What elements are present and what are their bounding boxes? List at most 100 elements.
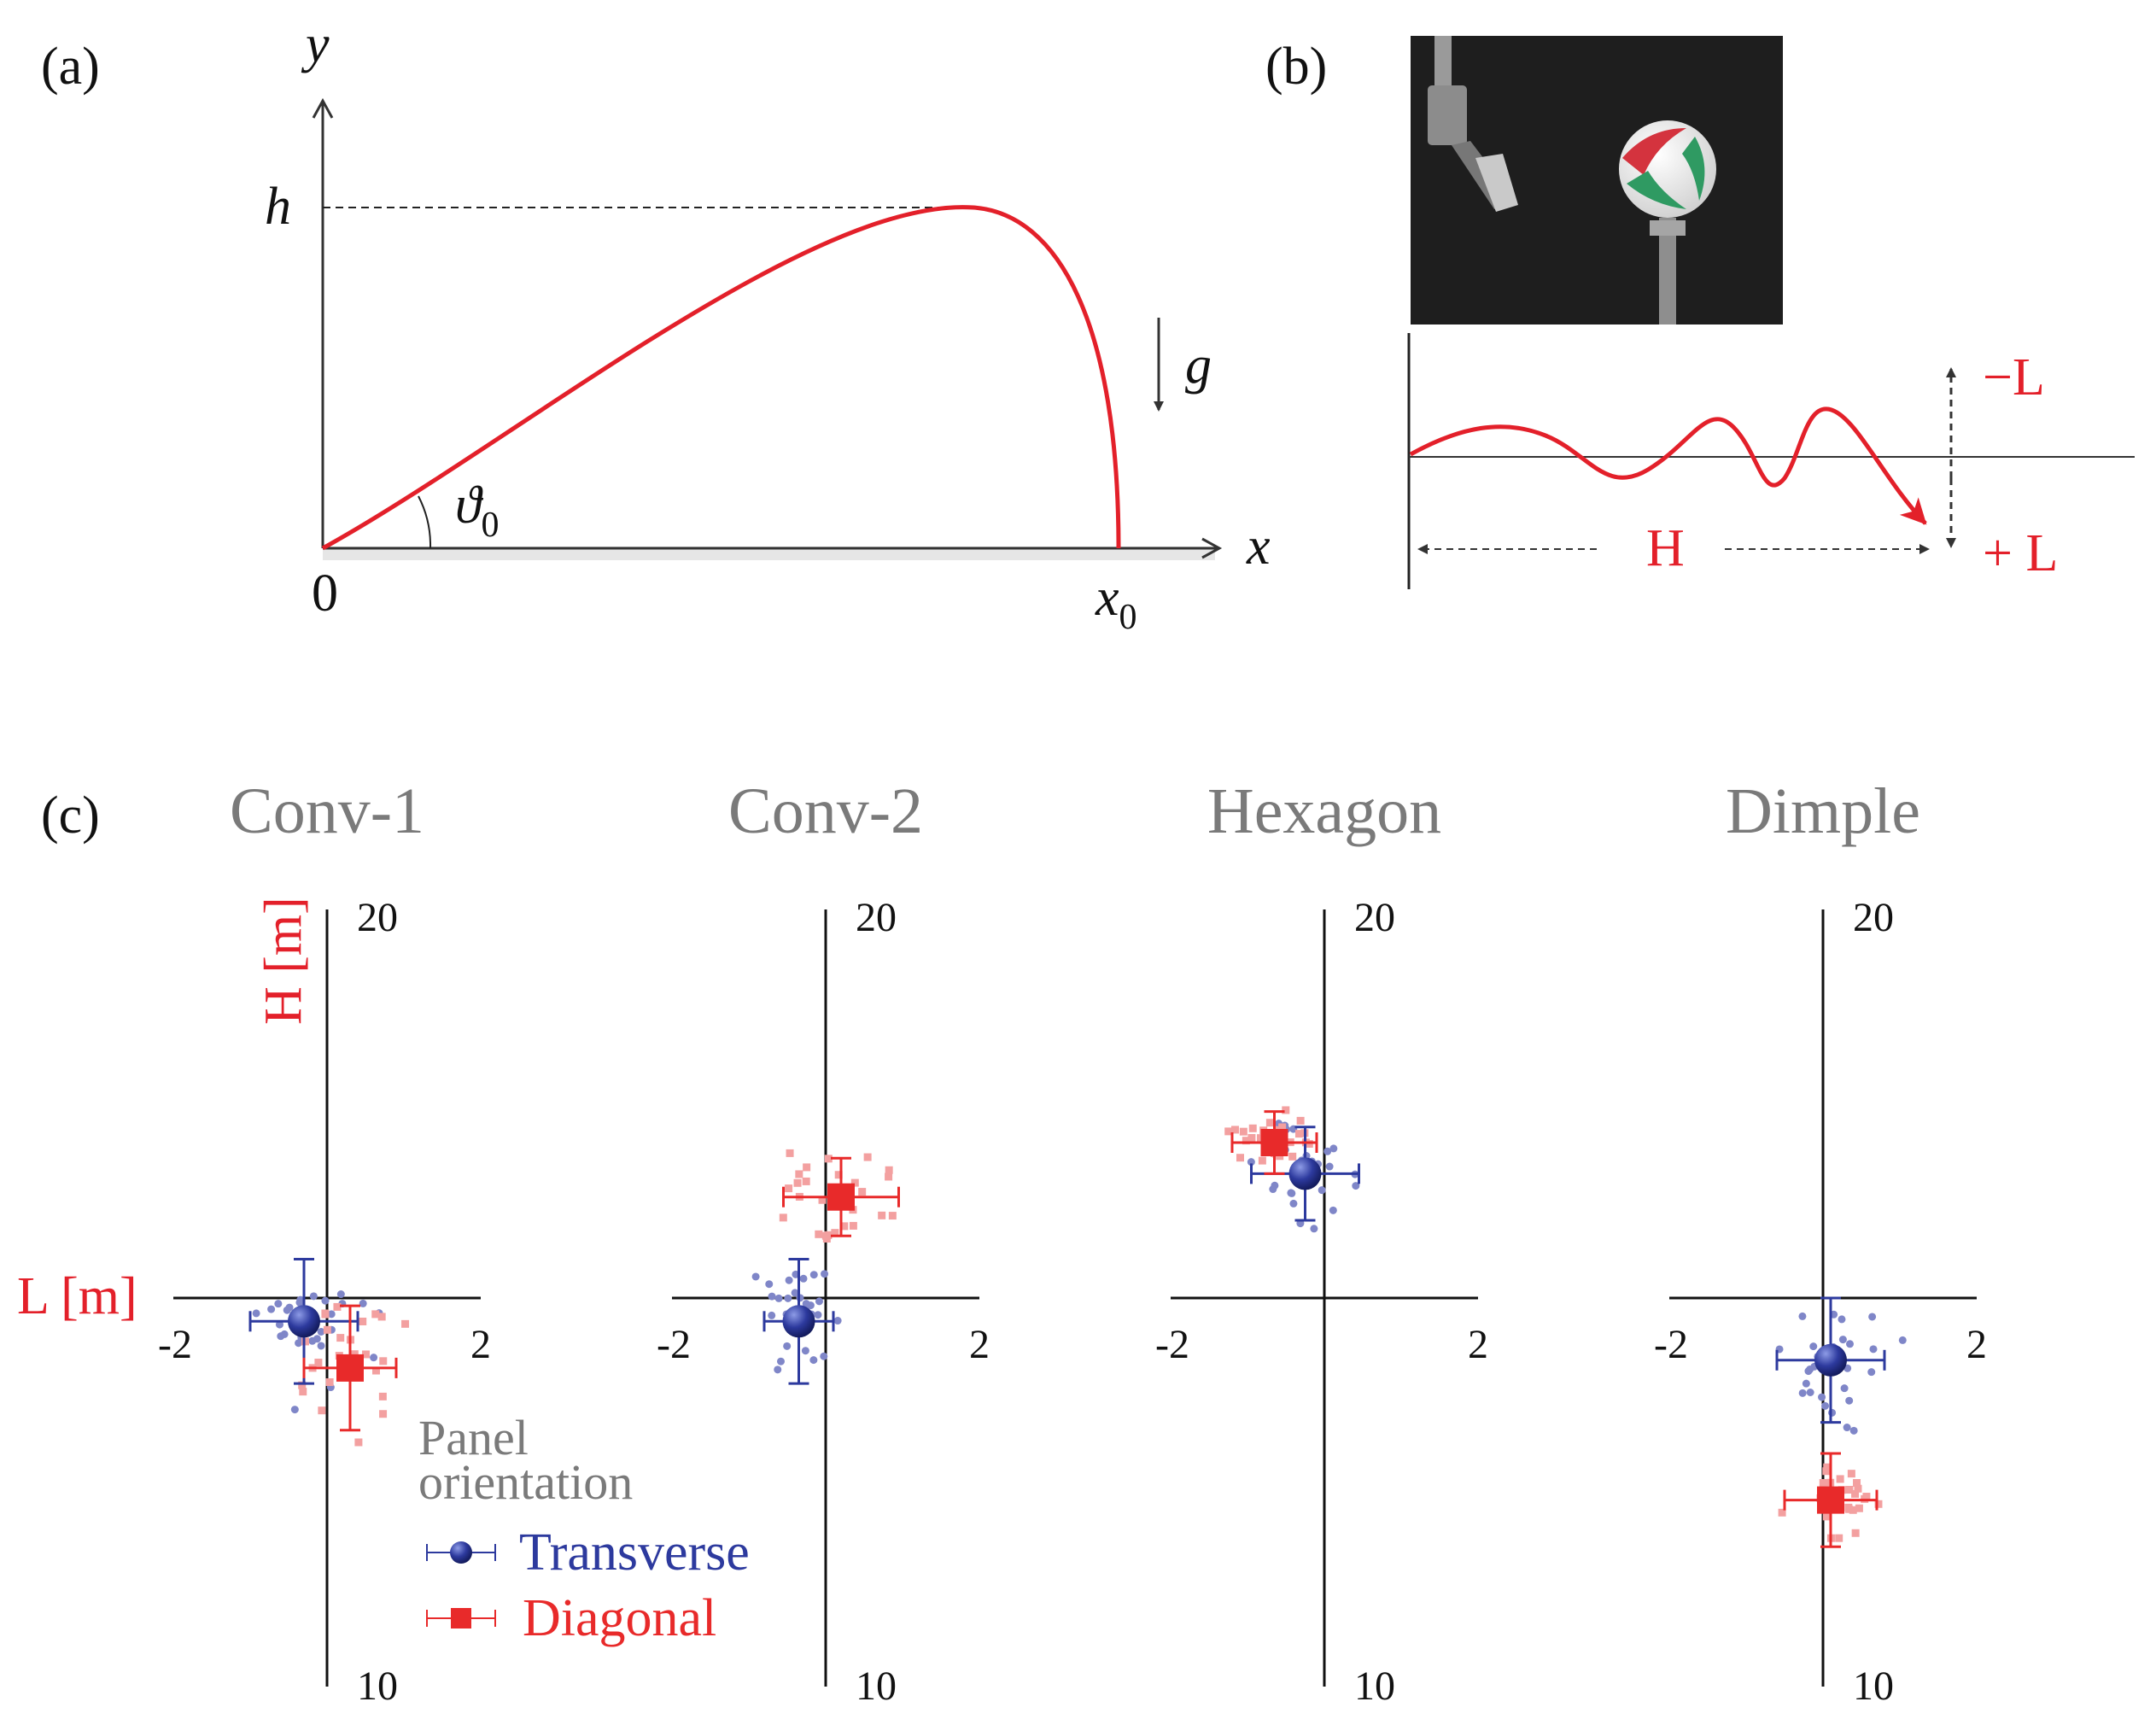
trial-point-diagonal	[849, 1221, 857, 1230]
l-axis-title: L [m]	[17, 1267, 137, 1325]
subplot-conv-2: Conv-2 20 10 -2 2	[657, 775, 990, 1709]
trial-point-transverse	[802, 1300, 810, 1308]
trial-point-diagonal	[378, 1392, 387, 1400]
robot-arm-paddle	[1475, 154, 1518, 212]
trial-point-transverse	[833, 1317, 842, 1325]
trial-point-diagonal	[323, 1325, 331, 1334]
panel-c-label: (c)	[41, 786, 100, 845]
trial-point-diagonal	[863, 1153, 872, 1161]
trial-point-transverse	[1323, 1147, 1332, 1155]
trial-point-diagonal	[379, 1410, 388, 1418]
trial-point-diagonal	[779, 1213, 787, 1222]
trial-point-transverse	[774, 1294, 783, 1302]
tick-label-l-right: 2	[1468, 1322, 1488, 1367]
trial-point-transverse	[1310, 1225, 1318, 1233]
trial-point-diagonal	[1236, 1154, 1244, 1162]
trial-point-diagonal	[818, 1196, 827, 1204]
ground-shade	[323, 547, 1215, 560]
legend-title-line2: orientation	[418, 1454, 633, 1510]
plus-l-label: + L	[1983, 524, 2058, 582]
trial-point-transverse	[1329, 1206, 1337, 1214]
x0-label: x0	[1095, 569, 1137, 637]
trial-point-diagonal	[785, 1184, 793, 1193]
trial-point-diagonal	[1248, 1124, 1257, 1132]
mean-marker-diagonal	[827, 1183, 855, 1211]
trial-point-diagonal	[831, 1229, 839, 1237]
trial-point-transverse	[1806, 1388, 1814, 1396]
trial-point-transverse	[1809, 1342, 1818, 1351]
trial-point-diagonal	[885, 1172, 893, 1181]
trial-point-diagonal	[1844, 1505, 1853, 1513]
ball-stand-cap	[1650, 220, 1686, 236]
trial-point-diagonal	[786, 1149, 794, 1157]
trial-point-diagonal	[318, 1406, 326, 1415]
mean-marker-transverse	[1288, 1157, 1322, 1190]
trial-point-transverse	[1821, 1401, 1830, 1410]
trial-point-transverse	[1849, 1426, 1858, 1435]
angle-arc	[418, 495, 432, 549]
legend-diagonal-label: Diagonal	[523, 1589, 716, 1647]
tick-label-h-bottom: 10	[1354, 1664, 1395, 1709]
trial-point-diagonal	[1847, 1470, 1855, 1478]
subplot-conv-1: Conv-1 20 10 -2 2	[158, 775, 491, 1709]
trial-point-transverse	[336, 1290, 345, 1299]
tick-label-l-right: 2	[470, 1322, 491, 1367]
trial-point-transverse	[317, 1328, 325, 1336]
trial-point-transverse	[814, 1311, 822, 1319]
trial-point-transverse	[285, 1303, 294, 1312]
trial-point-diagonal	[802, 1177, 810, 1185]
trial-point-transverse	[799, 1274, 808, 1283]
trial-point-diagonal	[850, 1178, 859, 1187]
trial-point-transverse	[751, 1272, 760, 1281]
trial-point-diagonal	[401, 1319, 410, 1328]
trial-point-diagonal	[1288, 1152, 1297, 1161]
robot-arm-upper	[1434, 36, 1452, 96]
trial-point-diagonal	[1242, 1137, 1250, 1145]
trial-point-transverse	[1828, 1408, 1837, 1417]
panel-a: (a) y x h ϑ0 g 0 x0	[41, 15, 1271, 637]
volleyball-green-panel-2	[1682, 137, 1705, 201]
mean-marker-diagonal	[336, 1354, 364, 1382]
trial-point-transverse	[768, 1292, 776, 1301]
subplot-title: Hexagon	[1207, 775, 1441, 847]
trial-point-diagonal	[1823, 1463, 1832, 1471]
trial-point-diagonal	[1224, 1127, 1233, 1136]
h-distance-label: H	[1646, 519, 1685, 577]
trial-point-diagonal	[1845, 1486, 1854, 1494]
tick-label-h-top: 20	[357, 895, 398, 940]
trial-point-transverse	[1271, 1181, 1279, 1190]
trial-point-diagonal	[1854, 1484, 1862, 1493]
trial-point-transverse	[774, 1365, 782, 1374]
g-label: g	[1185, 336, 1212, 395]
tick-label-l-left: -2	[158, 1322, 192, 1367]
trial-point-transverse	[1318, 1186, 1326, 1195]
trial-point-transverse	[1798, 1312, 1807, 1320]
minus-l-label: −L	[1983, 348, 2045, 406]
legend-transverse-marker	[450, 1541, 472, 1564]
trial-point-transverse	[252, 1309, 260, 1318]
trial-point-transverse	[785, 1276, 793, 1284]
trial-point-transverse	[809, 1271, 818, 1279]
trial-point-diagonal	[321, 1310, 330, 1319]
trial-point-diagonal	[1258, 1156, 1266, 1165]
trial-point-diagonal	[314, 1359, 323, 1367]
trial-point-diagonal	[1239, 1127, 1247, 1136]
trial-point-transverse	[295, 1339, 303, 1348]
trial-point-diagonal	[1294, 1130, 1303, 1138]
trial-point-diagonal	[1230, 1126, 1239, 1134]
volleyball-green-panel	[1627, 171, 1686, 209]
trial-point-transverse	[321, 1296, 330, 1305]
tick-label-h-bottom: 10	[856, 1664, 897, 1709]
trial-point-diagonal	[350, 1350, 359, 1359]
trial-point-diagonal	[371, 1366, 380, 1375]
trial-point-diagonal	[361, 1350, 370, 1359]
trial-point-transverse	[1802, 1379, 1810, 1388]
panel-a-label: (a)	[41, 38, 100, 96]
tick-label-h-top: 20	[856, 895, 897, 940]
trial-point-diagonal	[1778, 1508, 1786, 1517]
trial-point-diagonal	[299, 1388, 307, 1396]
trial-point-transverse	[791, 1289, 799, 1297]
trial-point-diagonal	[793, 1178, 802, 1187]
trial-point-diagonal	[824, 1155, 833, 1163]
